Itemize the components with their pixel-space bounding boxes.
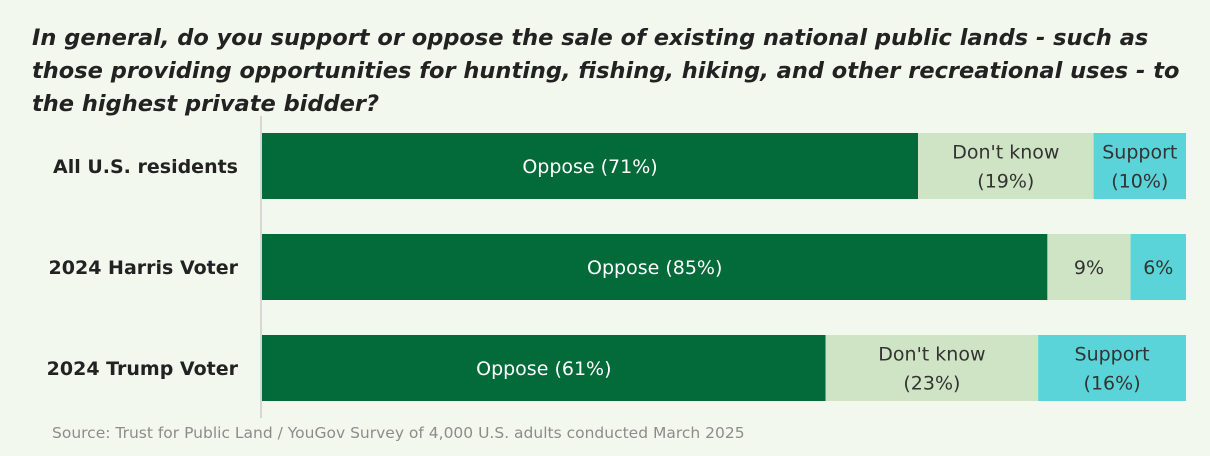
data-label: 9%	[1074, 257, 1104, 279]
bar-segment-dont-know	[918, 133, 1094, 199]
data-label: Oppose (85%)	[587, 257, 722, 279]
bar-segment-oppose	[262, 133, 919, 199]
bar-segment-support	[1130, 234, 1186, 300]
bar-segment-oppose	[262, 335, 826, 401]
bar-segment-support	[1038, 335, 1186, 401]
data-label: Support (10%)	[1102, 142, 1177, 193]
bar-segment-support	[1093, 133, 1186, 199]
chart-title: In general, do you support or oppose the…	[32, 25, 1180, 117]
bar-segment-dont-know	[1047, 234, 1131, 300]
bar-segment-oppose	[262, 234, 1048, 300]
data-label: Don't know (19%)	[952, 142, 1059, 193]
bar-segment-dont-know	[825, 335, 1039, 401]
category-label: 2024 Harris Voter	[49, 257, 239, 279]
category-label: 2024 Trump Voter	[47, 358, 239, 380]
data-label: Don't know (23%)	[878, 344, 985, 395]
data-label: 6%	[1143, 257, 1173, 279]
source-note: Source: Trust for Public Land / YouGov S…	[52, 424, 745, 442]
data-label: Support (16%)	[1075, 344, 1150, 395]
data-label: Oppose (61%)	[476, 358, 611, 380]
data-label: Oppose (71%)	[522, 156, 657, 178]
category-label: All U.S. residents	[53, 156, 238, 178]
